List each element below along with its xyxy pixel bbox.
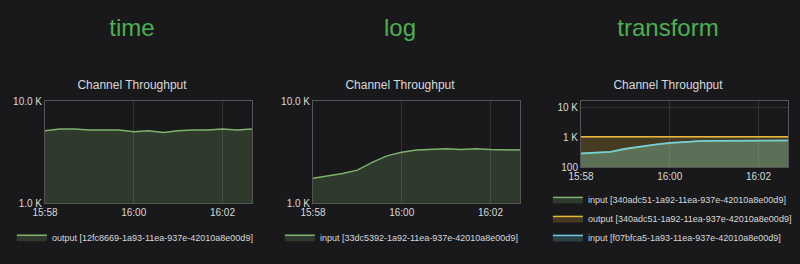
svg-text:Channel Throughput: Channel Throughput bbox=[77, 78, 187, 92]
svg-text:10 K: 10 K bbox=[557, 102, 578, 113]
svg-text:16:00: 16:00 bbox=[121, 207, 146, 218]
html-text:transform: transform bbox=[617, 14, 719, 41]
svg-text:10.0 K: 10.0 K bbox=[281, 96, 310, 107]
svg-text:15:58: 15:58 bbox=[32, 207, 57, 218]
svg-text:1.0 K: 1.0 K bbox=[287, 198, 311, 209]
svg-text:100: 100 bbox=[561, 162, 578, 173]
svg-text:16:00: 16:00 bbox=[389, 207, 414, 218]
html-text:time: time bbox=[109, 14, 155, 41]
svg-text:16:02: 16:02 bbox=[210, 207, 235, 218]
svg-text:1 K: 1 K bbox=[563, 132, 578, 143]
html-text:log: log bbox=[384, 14, 416, 41]
svg-text:10.0 K: 10.0 K bbox=[13, 96, 42, 107]
svg-text:Channel Throughput: Channel Throughput bbox=[345, 78, 455, 92]
svg-text:16:00: 16:00 bbox=[657, 171, 682, 182]
svg-text:input [33dc5392-1a92-11ea-937e: input [33dc5392-1a92-11ea-937e-42010a8e0… bbox=[320, 233, 518, 243]
svg-text:input [340adc51-1a92-11ea-937e: input [340adc51-1a92-11ea-937e-42010a8e0… bbox=[588, 195, 786, 205]
svg-text:16:02: 16:02 bbox=[746, 171, 771, 182]
svg-text:15:58: 15:58 bbox=[300, 207, 325, 218]
svg-text:16:02: 16:02 bbox=[478, 207, 503, 218]
svg-text:input [f07bfca5-1a93-11ea-937e: input [f07bfca5-1a93-11ea-937e-42010a8e0… bbox=[588, 233, 781, 243]
svg-text:output [12fc8669-1a93-11ea-937: output [12fc8669-1a93-11ea-937e-42010a8e… bbox=[52, 233, 253, 243]
svg-text:Channel Throughput: Channel Throughput bbox=[613, 78, 723, 92]
svg-text:output [340adc51-1a92-11ea-937: output [340adc51-1a92-11ea-937e-42010a8e… bbox=[588, 214, 792, 224]
svg-text:15:58: 15:58 bbox=[568, 171, 593, 182]
svg-text:1.0 K: 1.0 K bbox=[19, 198, 43, 209]
